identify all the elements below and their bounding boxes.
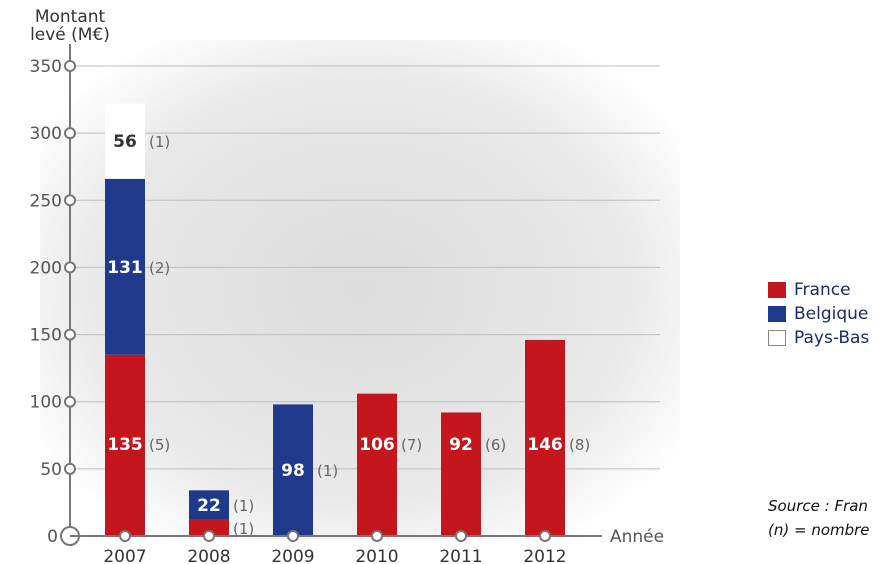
bar <box>273 404 313 536</box>
x-tick-label: 2009 <box>271 547 314 564</box>
count-label: (6) <box>485 436 506 454</box>
count-label: (1) <box>233 520 254 538</box>
bar <box>357 393 397 536</box>
data-label: 98 <box>281 461 305 481</box>
data-label: 135 <box>107 435 143 455</box>
y-axis-title-line2: levé (M€) <box>30 25 110 45</box>
x-tick-marker <box>539 530 551 542</box>
data-label: 92 <box>449 435 473 455</box>
count-label: (1) <box>149 133 170 151</box>
legend-item-france: France <box>768 278 869 302</box>
y-tick-label: 350 <box>30 57 62 77</box>
source-note: Source : Fran (n) = nombre <box>768 494 870 542</box>
legend-label-pays-bas: Pays-Bas <box>794 328 870 348</box>
y-tick-marker <box>64 328 76 341</box>
bar <box>441 412 481 536</box>
legend-label-france: France <box>794 280 851 300</box>
data-label: 106 <box>359 435 395 455</box>
data-label: 146 <box>527 435 563 455</box>
count-label: (7) <box>401 436 422 454</box>
y-tick-marker <box>64 462 76 475</box>
y-tick-label: 100 <box>30 393 62 413</box>
x-tick-label: 2012 <box>523 547 566 564</box>
data-label: 131 <box>107 258 143 278</box>
x-tick-marker <box>119 530 131 542</box>
y-tick-marker <box>64 127 76 140</box>
x-tick-label: 2011 <box>439 547 482 564</box>
legend-swatch-france <box>768 282 786 298</box>
x-tick-marker <box>371 530 383 542</box>
data-label: 56 <box>113 132 137 152</box>
legend-label-belgique: Belgique <box>794 304 869 324</box>
data-label: 12 <box>197 519 221 539</box>
y-tick-marker <box>64 194 76 207</box>
data-label: 22 <box>197 496 221 516</box>
y-tick-label: 0 <box>47 527 58 547</box>
y-tick-label: 250 <box>30 191 62 211</box>
legend-swatch-belgique <box>768 306 786 322</box>
bar <box>525 339 565 536</box>
x-tick-marker <box>203 530 215 542</box>
y-tick-label: 150 <box>30 326 62 346</box>
count-label: (2) <box>149 259 170 277</box>
count-label: (1) <box>317 462 338 480</box>
x-tick-marker <box>287 530 299 542</box>
x-axis-title: Année <box>610 527 664 547</box>
bar <box>105 354 145 536</box>
x-tick-label: 2007 <box>103 547 146 564</box>
count-label: (8) <box>569 436 590 454</box>
x-tick-label: 2010 <box>355 547 398 564</box>
count-label: (1) <box>233 497 254 515</box>
legend-item-pays-bas: Pays-Bas <box>768 326 869 350</box>
y-tick-marker <box>64 60 76 72</box>
y-tick-label: 300 <box>30 124 62 144</box>
y-axis-title-line1: Montant <box>35 7 106 27</box>
source-line: Source : Fran <box>768 497 868 515</box>
y-tick-marker <box>64 395 76 408</box>
bar <box>105 103 145 179</box>
y-tick-label: 200 <box>30 258 62 278</box>
bar <box>189 490 229 520</box>
count-note-line: (n) = nombre <box>768 521 870 539</box>
count-label: (5) <box>149 436 170 454</box>
bar <box>189 519 229 536</box>
legend-item-belgique: Belgique <box>768 302 869 326</box>
x-tick-marker <box>455 530 467 542</box>
bar <box>105 178 145 355</box>
legend: France Belgique Pays-Bas <box>768 278 869 350</box>
x-tick-label: 2008 <box>187 547 230 564</box>
y-tick-label: 50 <box>40 460 62 480</box>
y-tick-marker <box>64 261 76 274</box>
legend-swatch-pays-bas <box>768 330 786 346</box>
